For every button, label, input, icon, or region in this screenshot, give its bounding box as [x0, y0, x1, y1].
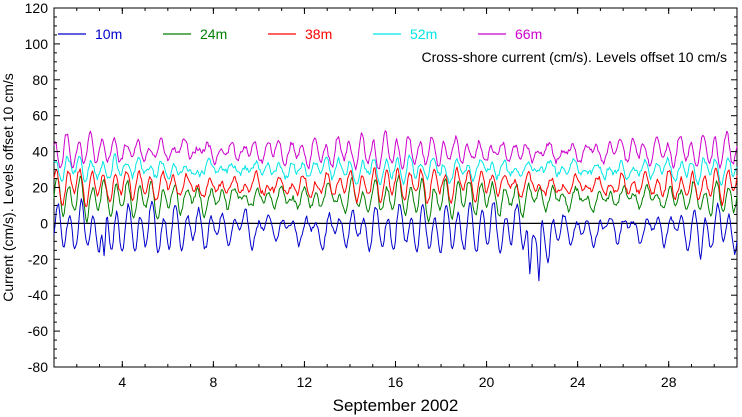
y-tick-label: 60	[32, 108, 48, 124]
y-axis-title: Current (cm/s). Levels offset 10 cm/s	[0, 73, 16, 301]
x-axis-title: September 2002	[333, 396, 459, 415]
y-tick-label: 40	[32, 144, 48, 160]
legend-label-66m: 66m	[515, 26, 542, 42]
y-tick-label: 120	[25, 0, 49, 16]
series-line-10m	[53, 198, 738, 282]
x-tick-label: 24	[570, 374, 586, 390]
legend-label-38m: 38m	[305, 26, 332, 42]
legend: 10m 24m 38m 52m 66m	[58, 26, 542, 42]
legend-label-52m: 52m	[410, 26, 437, 42]
x-tick-label: 16	[388, 374, 404, 390]
chart-annotation: Cross-shore current (cm/s). Levels offse…	[422, 49, 728, 65]
x-tick-label: 28	[661, 374, 677, 390]
axes-layer: -80 -60 -40 -20 0 20 40 60 80 100 120 4 8 12 16 20 24 28	[25, 0, 738, 390]
y-tick-label: 80	[32, 72, 48, 88]
series-line-66m	[53, 130, 738, 171]
legend-label-10m: 10m	[95, 26, 122, 42]
y-tick-label: -40	[28, 287, 48, 303]
y-tick-label: -80	[28, 359, 48, 375]
series-line-52m	[53, 153, 738, 186]
series-line-24m	[53, 174, 738, 224]
y-tick-label: 100	[25, 36, 49, 52]
legend-label-24m: 24m	[200, 26, 227, 42]
y-tick-label: -60	[28, 323, 48, 339]
series-line-38m	[53, 166, 738, 208]
y-tick-label: 0	[40, 215, 48, 231]
series-layer	[53, 130, 738, 282]
x-tick-label: 4	[118, 374, 126, 390]
x-tick-label: 12	[297, 374, 313, 390]
x-tick-label: 8	[209, 374, 217, 390]
y-tick-label: 20	[32, 180, 48, 196]
x-tick-label: 20	[479, 374, 495, 390]
y-tick-label: -20	[28, 251, 48, 267]
